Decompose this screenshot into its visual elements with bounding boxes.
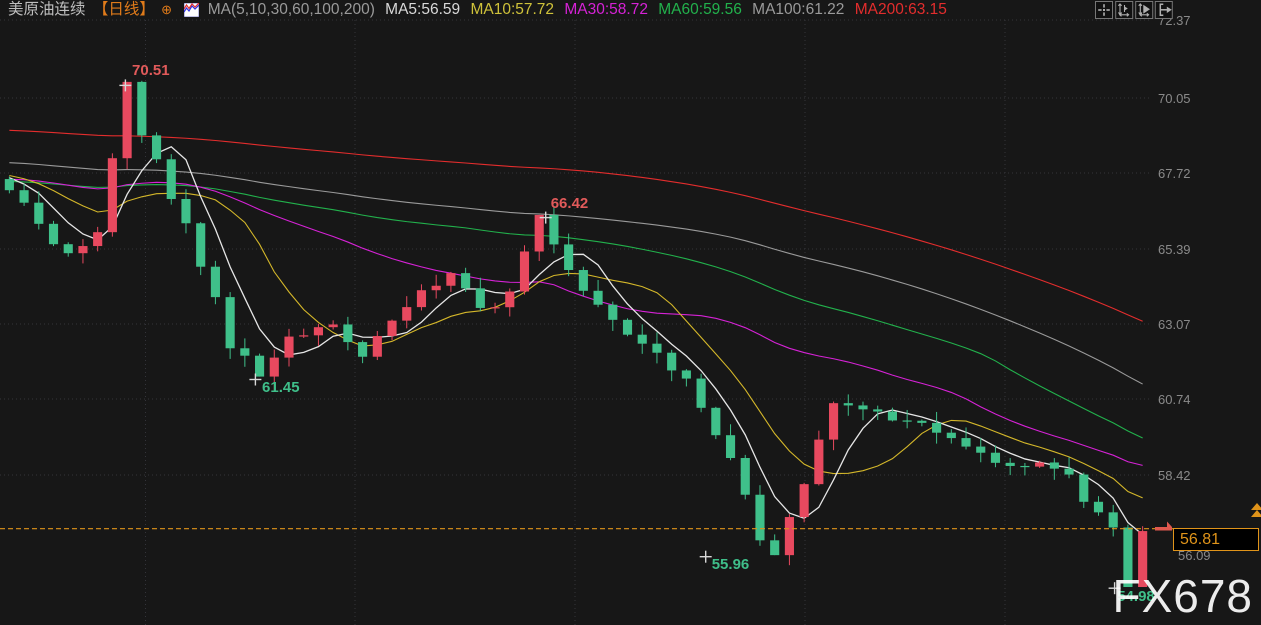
svg-text:65.39: 65.39 xyxy=(1158,242,1191,257)
svg-text:67.72: 67.72 xyxy=(1158,166,1191,181)
svg-text:66.42: 66.42 xyxy=(551,195,589,212)
svg-text:63.07: 63.07 xyxy=(1158,317,1191,332)
svg-text:58.42: 58.42 xyxy=(1158,468,1191,483)
svg-text:61.45: 61.45 xyxy=(262,379,300,396)
svg-text:60.74: 60.74 xyxy=(1158,392,1191,407)
svg-text:55.96: 55.96 xyxy=(712,556,750,573)
svg-text:70.51: 70.51 xyxy=(132,62,170,79)
svg-text:70.05: 70.05 xyxy=(1158,91,1191,106)
